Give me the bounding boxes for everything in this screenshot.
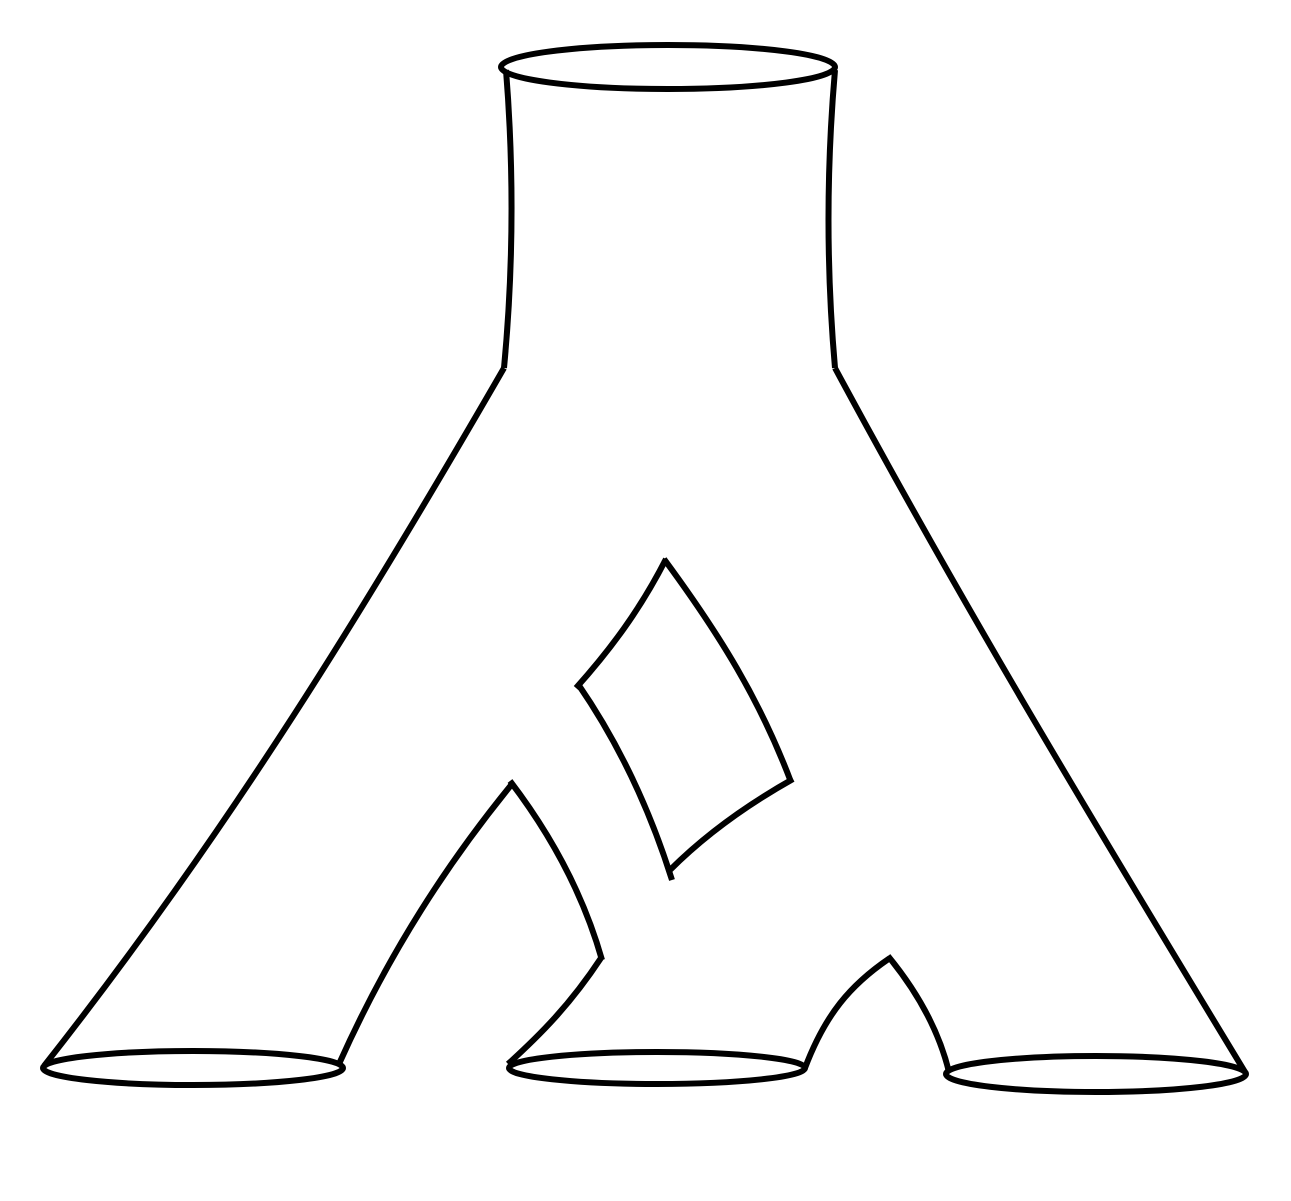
outer-right-side xyxy=(832,366,1248,1074)
top-boundary-circle xyxy=(498,42,838,92)
bottom-right-boundary-circle xyxy=(943,1053,1249,1095)
neck-right-side xyxy=(825,69,838,369)
hole-top-left-edge xyxy=(573,557,669,691)
inner-right-arch-left xyxy=(802,955,892,1070)
outer-left-side xyxy=(41,366,507,1068)
hole-bottom-edge xyxy=(667,776,795,873)
neck-left-side xyxy=(501,69,515,369)
bottom-left-boundary-circle xyxy=(40,1048,346,1088)
hole-top-right-edge xyxy=(661,557,794,784)
bottom-middle-boundary-circle xyxy=(506,1049,808,1087)
inner-right-arch-right xyxy=(885,954,952,1073)
inner-left-leg-cut xyxy=(507,779,605,961)
inner-left-leg-outer xyxy=(336,782,515,1066)
inner-middle-leg-left xyxy=(505,956,604,1067)
hole-left-edge xyxy=(575,682,675,881)
